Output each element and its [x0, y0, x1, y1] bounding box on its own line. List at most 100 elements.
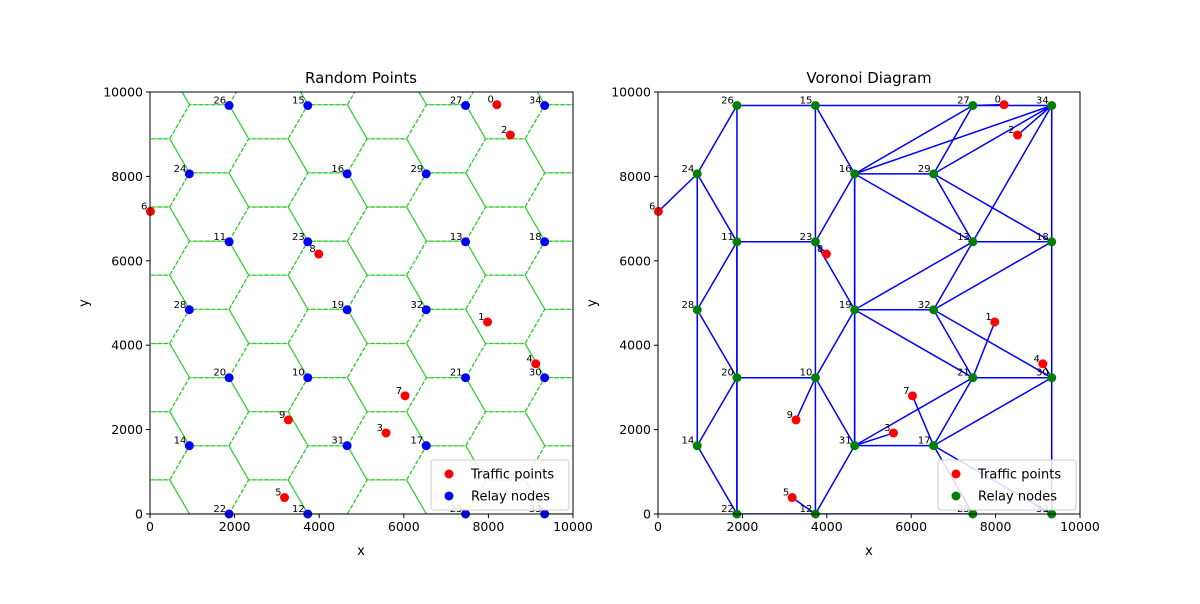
network-edge — [696, 105, 738, 175]
relay-node — [461, 373, 471, 383]
network-edge — [932, 309, 974, 379]
hex-cell — [228, 274, 309, 345]
chart-title: Random Points — [305, 69, 417, 87]
relay-node — [850, 305, 860, 315]
relay-node — [184, 169, 194, 179]
legend-marker — [951, 491, 961, 501]
hex-cell — [346, 342, 428, 413]
traffic-point — [791, 415, 801, 425]
point-label: 9 — [787, 410, 793, 421]
hex-cell — [346, 411, 428, 481]
point-label: 4 — [1033, 354, 1039, 365]
point-label: 7 — [903, 386, 909, 397]
traffic-point — [492, 100, 502, 110]
relay-node — [929, 169, 939, 179]
legend-marker — [951, 469, 961, 479]
point-label: 18 — [529, 232, 542, 243]
network-edge — [795, 377, 817, 421]
point-label: 26 — [721, 96, 734, 107]
point-label: 27 — [957, 96, 970, 107]
y-tick-label: 4000 — [619, 338, 651, 353]
x-tick-label: 8000 — [980, 519, 1012, 534]
point-label: 31 — [331, 436, 344, 447]
point-label: 15 — [292, 96, 305, 107]
chart-title: Voronoi Diagram — [806, 69, 931, 87]
point-label: 7 — [396, 386, 402, 397]
x-tick-label: 0 — [146, 519, 154, 534]
traffic-point — [787, 493, 797, 503]
point-label: 6 — [141, 201, 147, 212]
network-edge — [854, 432, 894, 447]
network-edge — [814, 377, 856, 447]
legend-marker — [444, 469, 454, 479]
point-label: 0 — [487, 95, 493, 106]
network-edge — [696, 377, 738, 447]
hex-cell — [465, 206, 546, 276]
relay-node — [692, 441, 702, 451]
hex-cell — [346, 138, 428, 208]
point-label: 10 — [292, 368, 305, 379]
hex-cell — [346, 274, 428, 345]
relay-node — [810, 373, 820, 383]
traffic-point — [531, 359, 541, 369]
hex-cell — [287, 240, 368, 310]
hex-cell — [465, 342, 546, 413]
y-axis-label: y — [585, 299, 600, 307]
network-edge — [932, 105, 974, 175]
traffic-point — [888, 428, 898, 438]
point-label: 3 — [377, 423, 383, 434]
network-edge — [972, 105, 1053, 243]
point-label: 11 — [721, 232, 734, 243]
hex-cell — [150, 138, 191, 208]
relay-node — [303, 373, 313, 383]
legend-label: Relay nodes — [471, 490, 550, 505]
relay-node — [692, 305, 702, 315]
point-label: 2 — [1008, 125, 1014, 136]
network-edge — [814, 173, 856, 243]
relay-node — [732, 101, 742, 111]
network-edge — [696, 309, 738, 379]
network-edge — [933, 377, 1053, 447]
point-label: 8 — [817, 244, 823, 255]
relay-node — [303, 237, 313, 247]
hex-cell — [150, 206, 191, 276]
traffic-point — [381, 428, 391, 438]
network-edge — [814, 105, 856, 175]
network-edge — [972, 103, 1005, 107]
relay-node — [461, 101, 471, 111]
point-label: 16 — [839, 164, 852, 175]
relay-node — [184, 441, 194, 451]
y-tick-label: 0 — [643, 507, 651, 522]
x-tick-label: 6000 — [388, 519, 420, 534]
hex-cell — [169, 172, 250, 242]
relay-node — [224, 101, 234, 111]
hex-cell — [228, 411, 309, 481]
traffic-point — [999, 100, 1009, 110]
point-label: 22 — [721, 504, 734, 515]
x-axis-label: x — [865, 544, 873, 559]
x-tick-label: 2000 — [726, 519, 758, 534]
traffic-point — [314, 249, 324, 259]
point-label: 4 — [526, 354, 532, 365]
network-edge — [854, 241, 974, 311]
hex-cell — [287, 104, 368, 174]
traffic-point — [990, 317, 1000, 327]
legend: Traffic points Relay nodes — [430, 459, 570, 511]
point-label: 20 — [213, 368, 226, 379]
network-edge — [933, 104, 1053, 175]
relay-node — [692, 169, 702, 179]
point-label: 2 — [501, 125, 507, 136]
relay-node — [342, 305, 352, 315]
relay-node — [1047, 373, 1057, 383]
hex-cell — [228, 206, 309, 276]
point-label: 9 — [279, 410, 285, 421]
traffic-point — [505, 130, 515, 140]
point-label: 26 — [213, 96, 226, 107]
point-label: 14 — [174, 436, 187, 447]
point-label: 28 — [174, 300, 187, 311]
hex-cell — [150, 342, 191, 413]
point-label: 34 — [1036, 96, 1049, 107]
network-edge — [854, 309, 974, 379]
x-tick-label: 0 — [654, 519, 662, 534]
relay-node — [968, 237, 978, 247]
